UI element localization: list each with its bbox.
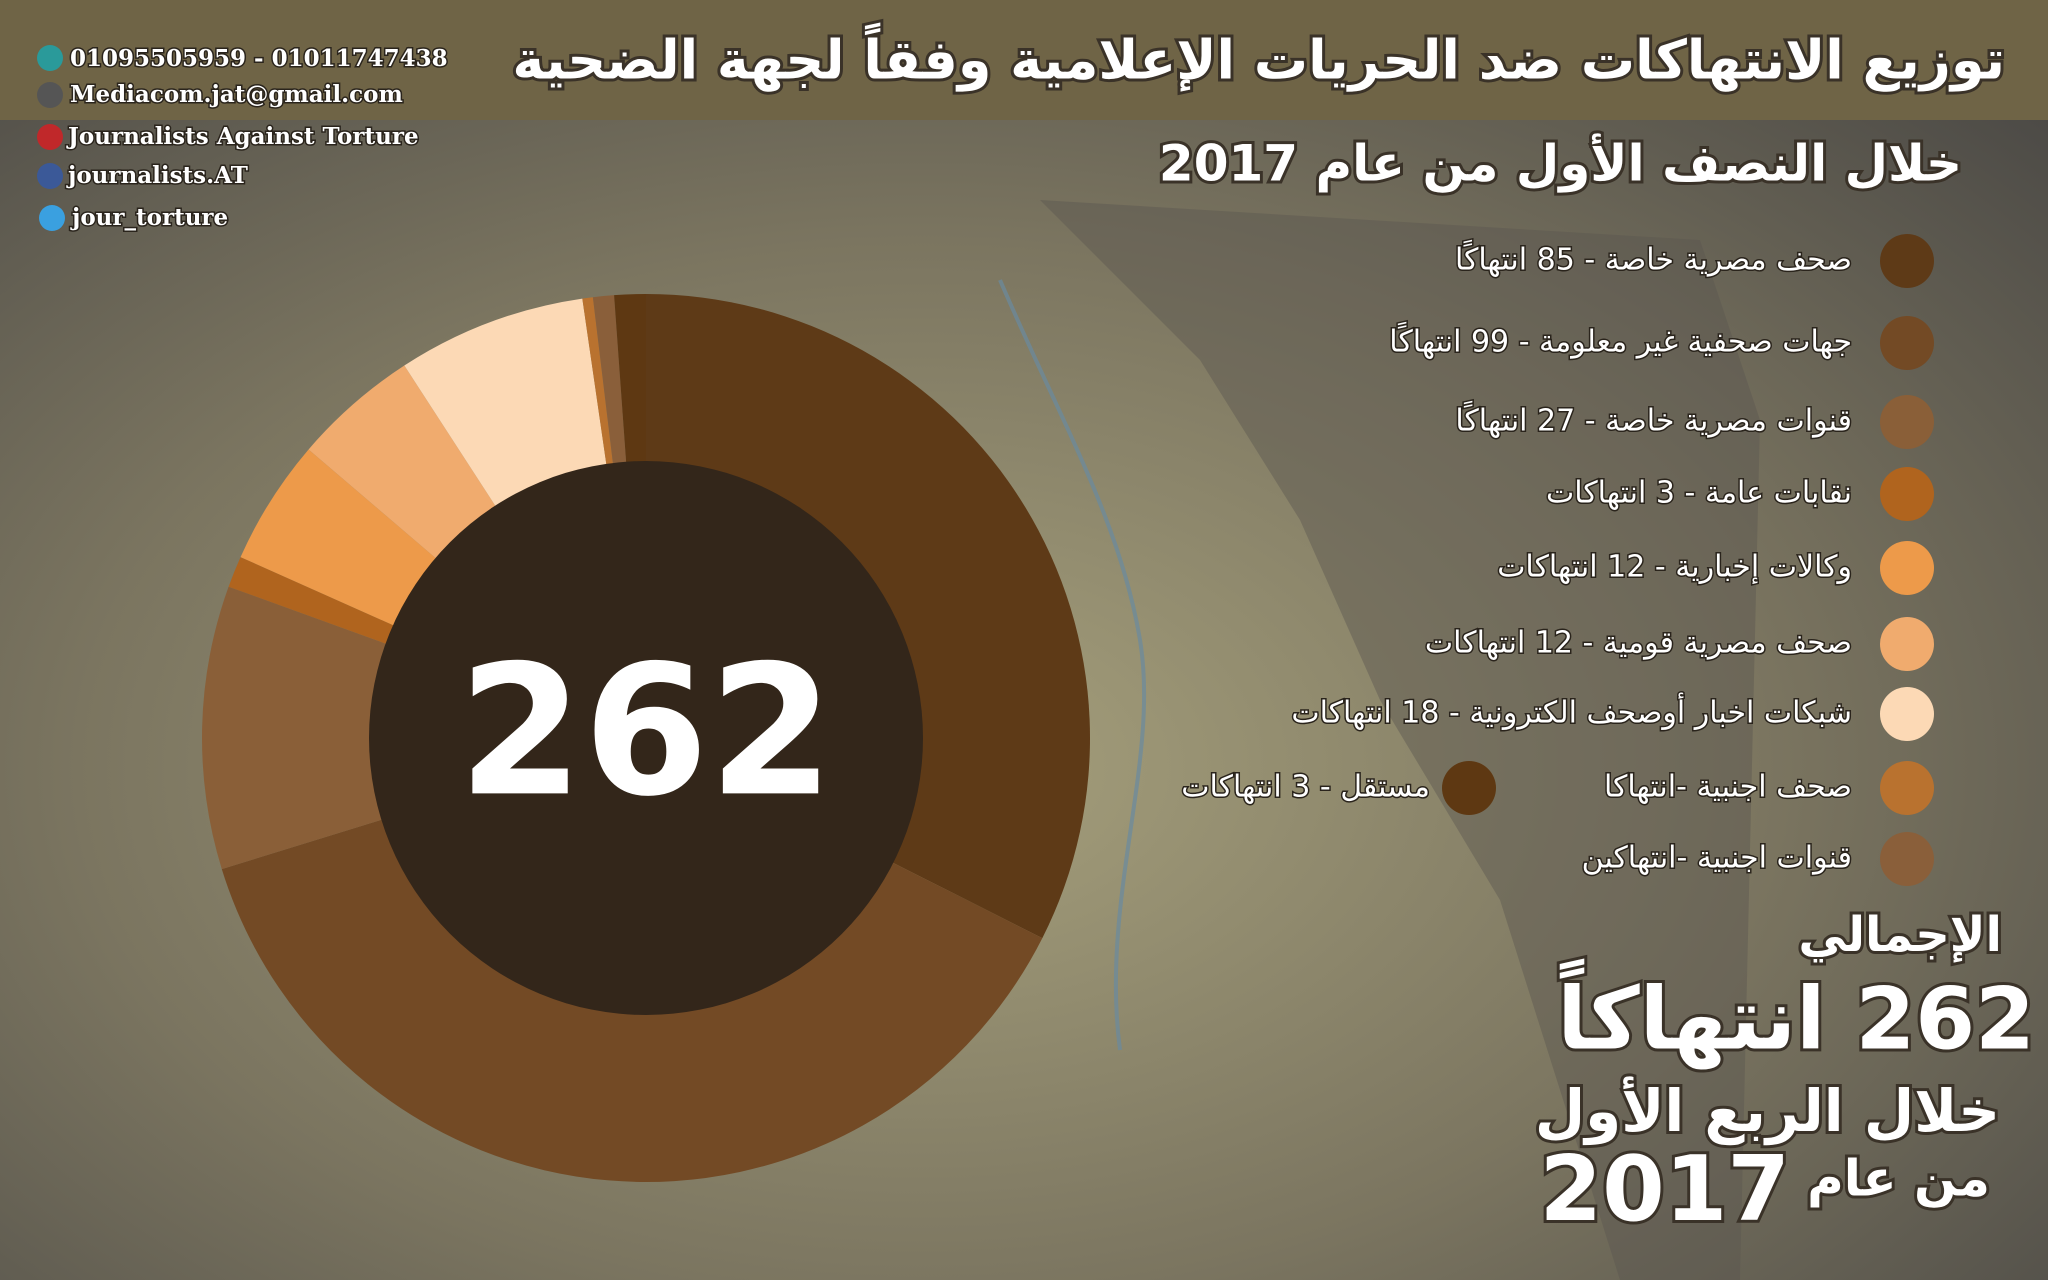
legend-label: صحف مصرية قومية - 12 انتهاكات bbox=[1425, 626, 1852, 661]
youtube-icon bbox=[37, 124, 63, 150]
email: Mediacom.jat@gmail.com bbox=[70, 81, 403, 108]
legend-label: مستقل - 3 انتهاكات bbox=[1181, 770, 1430, 805]
legend-label: شبكات اخبار أوصحف الكترونية - 18 انتهاكا… bbox=[1291, 692, 1852, 731]
legend-swatch bbox=[1880, 617, 1934, 671]
summary-year: 2017 bbox=[1540, 1137, 1791, 1242]
phone: 01095505959 - 01011747438 bbox=[70, 45, 448, 72]
legend-label: وكالات إخبارية - 12 انتهاكات bbox=[1497, 550, 1852, 585]
legend-swatch bbox=[1880, 832, 1934, 886]
legend-swatch bbox=[1880, 234, 1934, 288]
legend-swatch bbox=[1442, 761, 1496, 815]
summary-year-prefix: من عام bbox=[1807, 1150, 1990, 1209]
center-label: 262 bbox=[458, 627, 834, 836]
facebook-icon bbox=[37, 163, 63, 189]
subtitle: خلال النصف الأول من عام 2017 bbox=[1159, 133, 1962, 194]
legend-label: قنوات مصرية خاصة - 27 انتهاكًا bbox=[1455, 400, 1852, 438]
legend-label: صحف مصرية خاصة - 85 انتهاكًا bbox=[1455, 239, 1852, 277]
donut-chart: 262 bbox=[201, 294, 1090, 1183]
legend-swatch bbox=[1880, 395, 1934, 449]
phone-icon bbox=[37, 45, 63, 71]
email-icon bbox=[37, 82, 63, 108]
river bbox=[998, 279, 1147, 1051]
contacts: 01095505959 - 01011747438 Mediacom.jat@g… bbox=[37, 44, 449, 233]
legend: صحف مصرية خاصة - 85 انتهاكًا جهات صحفية غ… bbox=[1180, 234, 1934, 886]
map-shape bbox=[1040, 200, 1760, 1280]
facebook: journalists.AT bbox=[66, 162, 248, 189]
legend-label: قنوات اجنبية -انتهاكين bbox=[1582, 841, 1852, 876]
title: توزيع الانتهاكات ضد الحريات الإعلامية وف… bbox=[512, 22, 2005, 92]
legend-swatch bbox=[1880, 687, 1934, 741]
legend-label: صحف اجنبية -انتهاكا bbox=[1604, 770, 1852, 805]
twitter: jour_torture bbox=[70, 204, 228, 231]
donut-hole bbox=[369, 461, 923, 1015]
legend-swatch bbox=[1880, 316, 1934, 370]
legend-swatch bbox=[1880, 541, 1934, 595]
summary: الإجمالي 262 انتهاكاً خلال الربع الأول م… bbox=[1532, 904, 2038, 1245]
summary-label: الإجمالي bbox=[1798, 907, 2002, 963]
legend-label: نقابات عامة - 3 انتهاكات bbox=[1546, 476, 1852, 511]
twitter-icon bbox=[39, 205, 65, 231]
summary-period: خلال الربع الأول bbox=[1535, 1076, 2000, 1146]
legend-swatch bbox=[1880, 761, 1934, 815]
summary-total: 262 انتهاكاً bbox=[1557, 959, 2035, 1070]
legend-swatch bbox=[1880, 467, 1934, 521]
header-bar bbox=[0, 0, 2048, 120]
youtube: Journalists Against Torture bbox=[66, 123, 419, 150]
legend-label: جهات صحفية غير معلومة - 99 انتهاكًا bbox=[1389, 321, 1852, 359]
